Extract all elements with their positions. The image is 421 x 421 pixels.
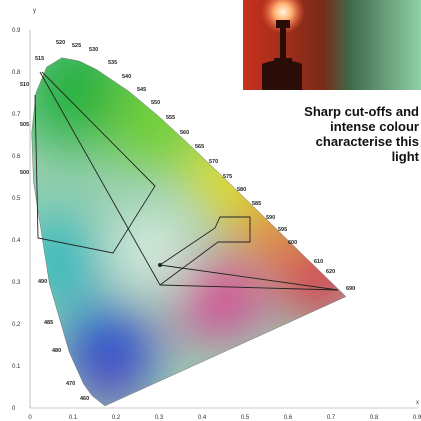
wavelength-label: 585 — [252, 201, 261, 207]
lamp-glow — [261, 0, 305, 34]
wavelength-label: 555 — [166, 115, 175, 121]
y-tick-label: 0 — [12, 406, 16, 412]
x-tick-label: 0 — [28, 415, 32, 421]
axes — [29, 30, 418, 409]
wavelength-label: 485 — [44, 320, 53, 326]
white-point — [158, 263, 162, 267]
y-tick-label: 0.4 — [12, 238, 21, 244]
x-tick-label: 0.5 — [241, 415, 250, 421]
x-tick-label: 0.8 — [370, 415, 379, 421]
caption-line: Sharp cut-offs and — [304, 104, 419, 119]
gamut-outline — [159, 216, 251, 286]
gamut-outline — [34, 71, 156, 254]
caption-line: intense colour — [330, 119, 419, 134]
x-tick-label: 0.6 — [284, 415, 293, 421]
y-axis-label: y — [33, 8, 36, 14]
wavelength-label: 600 — [288, 240, 297, 246]
gamut-outlines — [34, 71, 339, 291]
gamut-line — [39, 71, 161, 286]
wavelength-label: 545 — [137, 87, 146, 93]
y-tick-label: 0.8 — [12, 70, 21, 76]
y-tick-label: 0.9 — [12, 28, 21, 34]
photo-inset — [243, 0, 421, 90]
y-tick-label: 0.6 — [12, 154, 21, 160]
wavelength-label: 535 — [108, 60, 117, 66]
ticks: 0 0.1 0.2 0.3 0.4 0.5 0.6 0.7 0.8 0.9 0 0.1 0.2 0.3 0.… — [12, 28, 421, 421]
spectral-locus — [31, 57, 347, 407]
wavelength-label: 500 — [20, 170, 29, 176]
y-tick-label: 0.5 — [12, 196, 21, 202]
wavelength-label: 505 — [20, 122, 29, 128]
wavelength-label: 610 — [314, 259, 323, 265]
wavelength-label: 470 — [66, 381, 75, 387]
x-tick-label: 0.7 — [327, 415, 336, 421]
caption-line: light — [392, 149, 420, 164]
wavelength-label: 550 — [151, 100, 160, 106]
x-tick-label: 0.9 — [413, 415, 421, 421]
wavelength-label: 480 — [52, 348, 61, 354]
wavelength-label: 575 — [223, 174, 232, 180]
wavelength-labels: 515 520 525 530 535 540 545 550 555 560 565 570 575 5… — [20, 40, 355, 402]
wavelength-label: 690 — [346, 286, 355, 292]
wavelength-label: 620 — [326, 269, 335, 275]
wavelength-label: 570 — [209, 159, 218, 165]
gamut-line — [159, 264, 339, 291]
wavelength-label: 490 — [38, 279, 47, 285]
wavelength-label: 580 — [237, 187, 246, 193]
wavelength-label: 515 — [35, 56, 44, 62]
x-axis-label: x — [416, 400, 419, 406]
wavelength-label: 565 — [195, 144, 204, 150]
wavelength-label: 595 — [278, 227, 287, 233]
lamp — [262, 20, 302, 90]
wavelength-label: 520 — [56, 40, 65, 46]
x-tick-label: 0.1 — [69, 415, 78, 421]
x-tick-label: 0.2 — [112, 415, 121, 421]
caption-line: characterise this — [316, 134, 419, 149]
wavelength-label: 540 — [122, 74, 131, 80]
x-tick-label: 0.4 — [198, 415, 207, 421]
wavelength-label: 460 — [80, 396, 89, 402]
y-tick-label: 0.2 — [12, 322, 21, 328]
wavelength-label: 510 — [20, 82, 29, 88]
wavelength-label: 530 — [89, 47, 98, 53]
y-tick-label: 0.7 — [12, 112, 21, 118]
wavelength-label: 590 — [266, 215, 275, 221]
y-tick-label: 0.3 — [12, 280, 21, 286]
wavelength-label: 525 — [72, 43, 81, 49]
y-tick-label: 0.1 — [12, 364, 21, 370]
x-tick-label: 0.3 — [155, 415, 164, 421]
wavelength-label: 560 — [180, 130, 189, 136]
